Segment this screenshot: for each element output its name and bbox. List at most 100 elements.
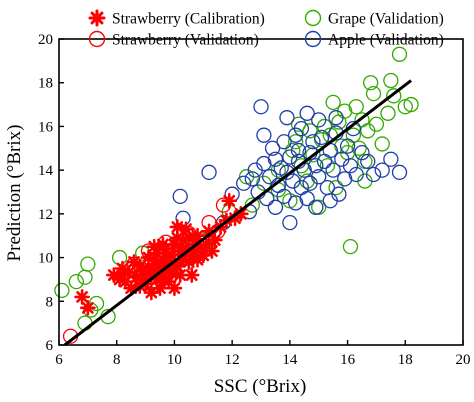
data-point: [279, 110, 295, 126]
data-point: [207, 232, 223, 248]
legend-marker: [304, 30, 322, 48]
data-point: [172, 188, 188, 205]
data-point: [391, 164, 408, 180]
y-tick-label: 12: [38, 207, 53, 223]
legend-entry: Strawberry (Validation): [88, 30, 259, 49]
data-point: [279, 164, 295, 180]
data-point: [88, 295, 105, 312]
plot-frame: [58, 38, 464, 346]
data-point: [363, 75, 379, 91]
data-point: [328, 110, 344, 126]
data-point: [380, 105, 396, 121]
regression-line: [63, 79, 412, 347]
data-point: [351, 140, 367, 156]
data-point: [374, 136, 390, 152]
data-point: [77, 269, 93, 285]
data-point: [253, 99, 269, 115]
data-point: [305, 147, 321, 163]
data-point: [357, 153, 373, 170]
data-point: [244, 197, 260, 213]
legend-entry: Apple (Validation): [304, 30, 444, 49]
legend-label: Grape (Validation): [328, 11, 444, 28]
data-point: [290, 142, 307, 159]
data-marks: [54, 46, 419, 344]
data-point: [236, 175, 252, 191]
data-point: [152, 280, 168, 296]
data-point: [354, 145, 370, 161]
data-point: [339, 138, 356, 154]
legend-entry: Strawberry (Calibration): [88, 9, 265, 28]
data-point: [311, 169, 327, 185]
data-point: [134, 262, 151, 279]
x-tick-label: 12: [225, 352, 240, 368]
data-point: [313, 129, 330, 146]
legend-marker: [88, 9, 106, 27]
data-point: [204, 243, 220, 259]
x-tick-label: 18: [398, 352, 413, 368]
data-point: [273, 160, 289, 176]
axis-ticks: 6 8 10 12 14 16 18 20 6 8 10 12 14 16 18 20: [38, 32, 471, 368]
data-point: [155, 236, 171, 253]
series-0: [74, 192, 249, 316]
data-point: [282, 214, 298, 231]
data-point: [305, 134, 321, 150]
data-point: [342, 238, 359, 255]
data-point: [322, 193, 338, 209]
data-point: [264, 140, 281, 156]
data-point: [308, 199, 324, 215]
data-point: [256, 155, 272, 172]
data-point: [311, 112, 327, 128]
data-point: [290, 116, 307, 132]
data-point: [262, 169, 278, 185]
x-tick-label: 20: [456, 352, 471, 368]
legend-label: Strawberry (Calibration): [112, 11, 265, 28]
x-tick-label: 16: [340, 352, 356, 368]
data-point: [342, 158, 359, 174]
legend-label: Apple (Validation): [328, 32, 444, 49]
data-point: [80, 300, 96, 316]
data-point: [221, 192, 238, 209]
data-point: [267, 199, 284, 215]
data-point: [302, 123, 318, 139]
data-point: [183, 267, 200, 283]
y-tick-label: 10: [38, 251, 53, 267]
x-tick-label: 6: [55, 352, 63, 368]
legend: Strawberry (Calibration) Strawberry (Vali…: [88, 9, 444, 49]
x-axis-title: SSC (°Brix): [214, 376, 307, 397]
legend-marker: [304, 9, 322, 27]
data-point: [368, 116, 385, 132]
data-point: [365, 166, 382, 183]
data-point: [308, 158, 324, 174]
data-point: [256, 127, 272, 143]
data-point: [267, 151, 284, 167]
y-tick-label: 14: [38, 163, 54, 179]
data-point: [391, 46, 408, 62]
data-point: [80, 256, 96, 272]
data-point: [189, 227, 206, 244]
data-point: [169, 219, 186, 235]
data-point: [287, 134, 304, 150]
data-point: [299, 105, 315, 121]
data-point: [328, 179, 344, 196]
data-point: [166, 280, 183, 296]
data-point: [276, 188, 292, 205]
data-point: [54, 282, 70, 299]
data-point: [374, 162, 390, 178]
data-point: [299, 190, 315, 207]
data-point: [365, 85, 382, 102]
data-point: [316, 153, 333, 170]
legend-marker: [88, 30, 106, 48]
x-tick-label: 10: [167, 352, 182, 368]
y-axis-title: Prediction (°Brix): [4, 125, 25, 262]
data-point: [287, 195, 304, 211]
data-point: [74, 289, 90, 305]
data-point: [325, 162, 341, 178]
data-point: [360, 153, 376, 170]
data-point: [111, 249, 128, 266]
data-point: [319, 158, 336, 174]
data-point: [68, 273, 84, 290]
data-point: [403, 96, 419, 113]
legend-entry: Grape (Validation): [304, 9, 444, 28]
x-tick-label: 14: [282, 352, 298, 368]
